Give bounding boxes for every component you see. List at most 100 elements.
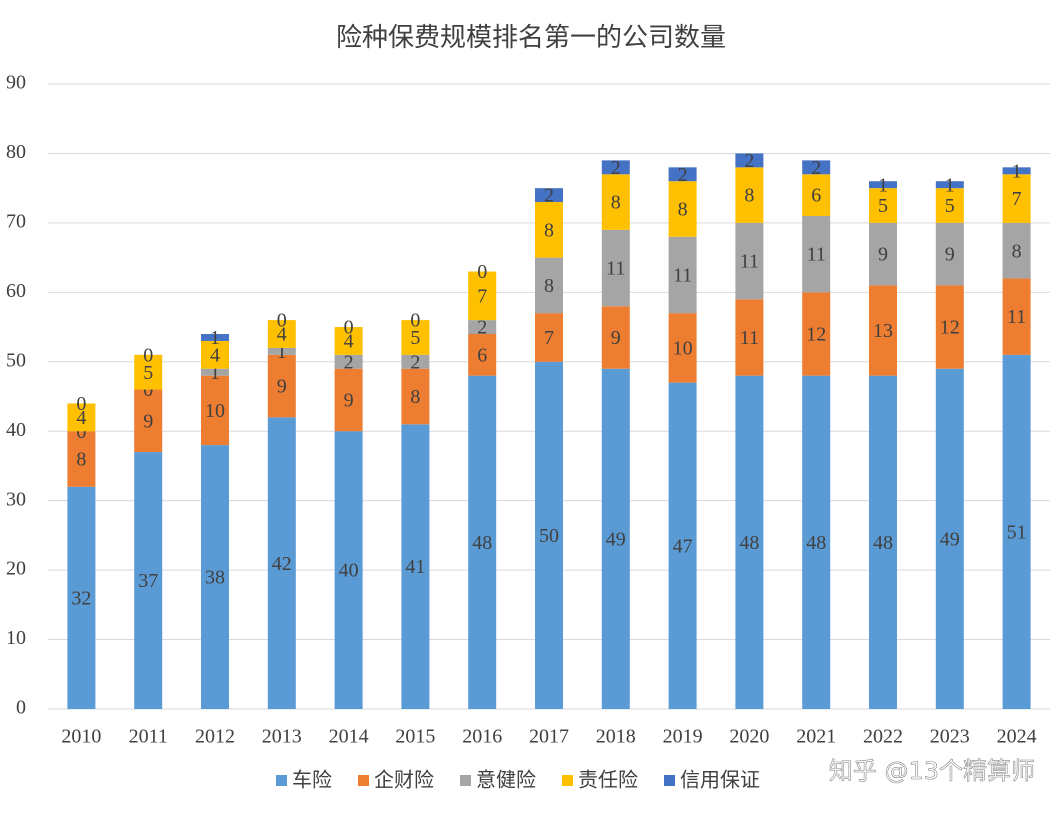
data-label: 2 xyxy=(678,164,688,186)
data-label: 11 xyxy=(740,327,759,349)
bar-segment xyxy=(869,285,897,376)
bar-segment xyxy=(869,222,897,286)
data-label: 11 xyxy=(673,265,692,287)
bar-segment xyxy=(735,153,764,168)
x-tick-label: 2023 xyxy=(930,726,970,748)
data-label: 1 xyxy=(945,174,955,196)
data-label: 0 xyxy=(277,310,287,332)
data-label: 2 xyxy=(344,351,354,373)
data-label: 1 xyxy=(878,174,888,196)
data-label: 38 xyxy=(205,567,225,589)
x-tick-label: 2011 xyxy=(129,726,168,748)
bar-segment xyxy=(401,368,430,425)
bar-segment xyxy=(869,375,897,709)
data-label: 2 xyxy=(611,157,621,179)
data-label: 4 xyxy=(76,407,86,429)
legend-swatch xyxy=(358,775,369,786)
data-label: 48 xyxy=(739,532,759,554)
data-label: 50 xyxy=(539,525,559,547)
data-label: 7 xyxy=(544,327,554,349)
bar-segment xyxy=(802,160,831,175)
data-label: 48 xyxy=(806,532,826,554)
data-label: 6 xyxy=(477,344,487,366)
bar-segment xyxy=(201,445,229,709)
bar-segment xyxy=(935,368,964,709)
data-label: 0 xyxy=(344,317,354,339)
bar-segment xyxy=(668,181,697,237)
data-label: 48 xyxy=(472,532,492,554)
bar-segment xyxy=(334,368,363,432)
bar-segment xyxy=(334,327,363,355)
data-label: 2 xyxy=(811,157,821,179)
bar-segment xyxy=(668,313,697,383)
bar-segment xyxy=(869,181,897,189)
bar-segment xyxy=(468,375,497,709)
chart-title: 险种保费规模排名第一的公司数量 xyxy=(336,23,726,52)
y-tick-label: 90 xyxy=(6,72,26,94)
y-tick-label: 80 xyxy=(6,141,26,163)
data-label: 10 xyxy=(205,400,225,422)
y-tick-label: 20 xyxy=(6,558,26,580)
data-label: 7 xyxy=(477,285,487,307)
bar-segment xyxy=(134,452,163,709)
bar-segment xyxy=(601,160,630,175)
y-tick-label: 70 xyxy=(6,210,26,232)
data-label: 40 xyxy=(339,560,359,582)
bar-segment xyxy=(201,340,229,369)
data-label: 1 xyxy=(210,362,220,384)
data-label: 0 xyxy=(143,344,153,366)
bar-segment xyxy=(1002,222,1031,279)
x-tick-label: 2016 xyxy=(462,726,502,748)
bar-segment xyxy=(67,431,96,487)
bar-segment xyxy=(401,424,430,709)
bar-segment xyxy=(668,382,697,709)
data-label: 8 xyxy=(544,275,554,297)
bar-segment xyxy=(735,167,764,223)
y-tick-label: 60 xyxy=(6,280,26,302)
bar-segment xyxy=(1002,174,1031,223)
bar-segment xyxy=(267,347,296,355)
legend-label: 企财险 xyxy=(374,769,434,792)
bar-segment xyxy=(468,271,497,321)
bar-segment xyxy=(735,375,764,709)
data-label: 1 xyxy=(1012,160,1022,182)
data-label: 9 xyxy=(344,390,354,412)
x-tick-label: 2012 xyxy=(195,726,235,748)
data-label: 0 xyxy=(76,421,86,443)
data-label: 10 xyxy=(673,337,693,359)
legend-swatch xyxy=(664,775,675,786)
y-tick-label: 50 xyxy=(6,349,26,371)
data-label: 11 xyxy=(1007,306,1026,328)
bar-segment xyxy=(668,167,697,182)
data-label: 8 xyxy=(410,386,420,408)
bar-segment xyxy=(802,215,831,293)
data-label: 1 xyxy=(277,341,287,363)
x-tick-label: 2021 xyxy=(796,726,836,748)
bar-segment xyxy=(601,368,630,709)
legend-swatch xyxy=(460,775,471,786)
legend-label: 车险 xyxy=(292,769,332,792)
data-label: 11 xyxy=(740,251,759,273)
watermark: 知乎 @13个精算师 xyxy=(829,757,1035,785)
bar-segment xyxy=(67,403,96,432)
x-tick-label: 2019 xyxy=(663,726,703,748)
bar-segment xyxy=(334,431,363,709)
bar-segment xyxy=(668,236,697,314)
bar-segment xyxy=(267,320,296,348)
y-tick-label: 10 xyxy=(6,627,26,649)
data-label: 0 xyxy=(143,379,153,401)
data-label: 47 xyxy=(673,535,693,557)
x-tick-label: 2014 xyxy=(329,726,369,748)
data-label: 2 xyxy=(477,317,487,339)
bar-segment xyxy=(1002,354,1031,709)
x-tick-label: 2020 xyxy=(729,726,769,748)
bar-segment xyxy=(134,389,163,453)
data-label: 5 xyxy=(143,362,153,384)
bar-segment xyxy=(601,229,630,307)
data-label: 0 xyxy=(76,393,86,415)
data-label: 51 xyxy=(1007,522,1027,544)
y-tick-label: 40 xyxy=(6,419,26,441)
bar-segment xyxy=(201,368,229,376)
bar-segment xyxy=(735,222,764,300)
